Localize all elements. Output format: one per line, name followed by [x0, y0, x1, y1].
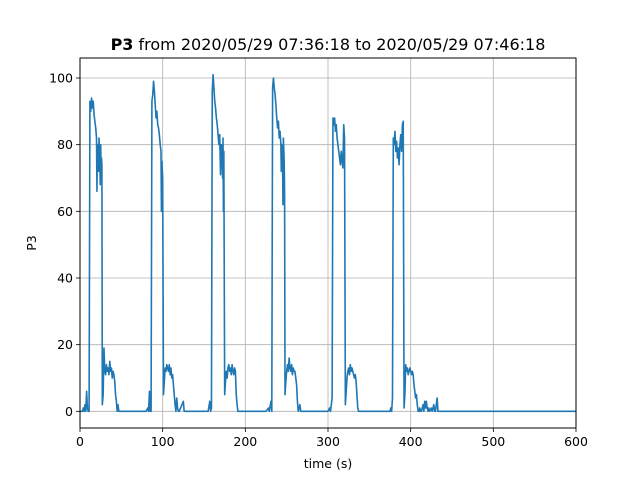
- y-axis-ticks: 0 20 40 60 80 100: [49, 71, 80, 419]
- y-tick-label: 80: [57, 137, 73, 152]
- y-tick-label: 40: [57, 271, 73, 286]
- x-tick-label: 300: [316, 434, 340, 449]
- x-tick-label: 400: [399, 434, 423, 449]
- x-tick-label: 100: [151, 434, 175, 449]
- chart-title-rest: from 2020/05/29 07:36:18 to 2020/05/29 0…: [133, 35, 545, 54]
- y-tick-label: 20: [57, 337, 73, 352]
- chart-title: P3 from 2020/05/29 07:36:18 to 2020/05/2…: [111, 35, 546, 54]
- x-axis-ticks: 0 100 200 300 400 500 600: [76, 428, 588, 449]
- x-tick-label: 0: [76, 434, 84, 449]
- y-axis-label: P3: [24, 235, 39, 251]
- y-tick-label: 60: [57, 204, 73, 219]
- y-tick-label: 100: [49, 71, 73, 86]
- x-tick-label: 600: [564, 434, 588, 449]
- chart-title-bold: P3: [111, 35, 134, 54]
- y-tick-label: 0: [65, 404, 73, 419]
- x-axis-label: time (s): [304, 456, 352, 471]
- x-tick-label: 500: [481, 434, 505, 449]
- series-line: [80, 73, 576, 413]
- x-tick-label: 200: [233, 434, 257, 449]
